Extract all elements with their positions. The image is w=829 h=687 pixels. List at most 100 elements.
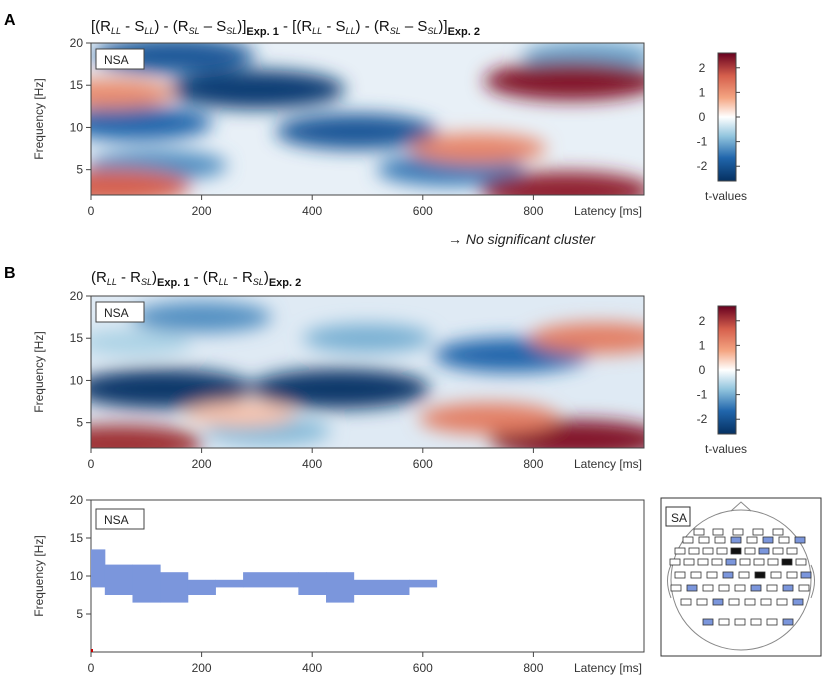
electrode: [697, 558, 709, 566]
panel-b-title: (RLL - RSL)Exp. 1 - (RLL - RSL)Exp. 2: [91, 269, 301, 289]
electrode: [781, 558, 793, 566]
colorbar-tick-label: 0: [699, 363, 706, 377]
electrode: [688, 547, 700, 555]
colorbar-a: [717, 52, 737, 182]
electrode: [718, 618, 730, 626]
electrode: [734, 584, 746, 592]
electrode: [798, 584, 810, 592]
colorbar-tick-label: 2: [699, 314, 706, 328]
electrode: [734, 618, 746, 626]
cluster-segment-2: [132, 564, 161, 603]
electrode: [722, 571, 734, 579]
colorbar-tick-label: -1: [697, 135, 708, 149]
electrode: [750, 584, 762, 592]
electrode: [772, 547, 784, 555]
electrode: [800, 571, 812, 579]
box-label-a: NSA: [95, 48, 145, 70]
heat-blob-7: [483, 61, 644, 101]
y-tick-label: 20: [70, 36, 84, 50]
heat-blob-10: [91, 169, 191, 195]
x-tick-label: 200: [192, 457, 212, 471]
heat-blob-1: [249, 368, 430, 409]
heat-blob-9: [409, 133, 547, 164]
x-tick-label: 600: [413, 204, 433, 218]
heat-blob-4: [302, 323, 433, 353]
x-tick-label: 0: [88, 457, 95, 471]
colorbar-a-label: t-values: [705, 189, 747, 203]
electrode: [712, 528, 724, 536]
electrode: [782, 618, 794, 626]
electrode: [772, 528, 784, 536]
colorbar-b-label: t-values: [705, 442, 747, 456]
heat-blob-10: [184, 401, 297, 427]
cluster-segment-8: [326, 572, 355, 603]
sensor-map-label: SA: [671, 511, 687, 525]
svg-text:NSA: NSA: [104, 513, 129, 527]
electrode: [739, 558, 751, 566]
electrode: [696, 598, 708, 606]
heatmap-b: [91, 296, 644, 448]
x-axis-label: Latency [ms]: [574, 661, 642, 675]
electrode: [693, 528, 705, 536]
electrode: [753, 558, 765, 566]
cluster-segment-7: [298, 572, 327, 595]
electrode: [702, 618, 714, 626]
y-tick-label: 20: [70, 493, 84, 507]
heatmap-a-frame: [90, 42, 645, 196]
electrode: [730, 536, 742, 544]
electrode: [766, 584, 778, 592]
electrode: [758, 547, 770, 555]
cluster-segment-0: [91, 549, 106, 588]
electrode: [728, 598, 740, 606]
y-tick-label: 15: [70, 531, 84, 545]
electrode: [770, 571, 782, 579]
electrode: [738, 571, 750, 579]
x-tick-label: 200: [192, 661, 212, 675]
electrode: [716, 547, 728, 555]
x-tick-label: 800: [523, 661, 543, 675]
left-ear: [667, 564, 672, 599]
y-tick-label: 10: [70, 569, 84, 583]
heat-blob-0: [168, 69, 346, 110]
electrode: [744, 547, 756, 555]
electrode: [744, 598, 756, 606]
heat-blob-8: [480, 171, 644, 195]
electrode: [750, 618, 762, 626]
electrode: [786, 571, 798, 579]
electrode: [702, 547, 714, 555]
electrode: [776, 598, 788, 606]
y-tick-label: 10: [70, 373, 84, 387]
cluster-segment-3: [160, 572, 189, 603]
electrode: [686, 584, 698, 592]
colorbar-b: [717, 305, 737, 435]
y-tick-label: 15: [70, 331, 84, 345]
electrode: [683, 558, 695, 566]
cluster-segment-6: [243, 572, 299, 588]
colorbar-tick-label: 0: [699, 110, 706, 124]
x-tick-label: 800: [523, 457, 543, 471]
electrode: [712, 598, 724, 606]
electrode: [767, 558, 779, 566]
electrode: [794, 536, 806, 544]
electrode: [670, 584, 682, 592]
x-tick-label: 0: [88, 661, 95, 675]
electrode: [680, 598, 692, 606]
electrode: [706, 571, 718, 579]
svg-text:NSA: NSA: [104, 306, 129, 320]
y-tick-label: 20: [70, 289, 84, 303]
head-outline: [670, 509, 812, 651]
electrode: [766, 618, 778, 626]
heat-blob-11: [91, 78, 175, 109]
cluster-segment-10: [408, 579, 438, 588]
cluster-segment-4: [187, 579, 216, 595]
heat-blob-2: [275, 113, 438, 150]
x-tick-label: 200: [192, 204, 212, 218]
heat-blob-0: [91, 368, 253, 409]
electrode: [711, 558, 723, 566]
cluster-segment-5: [215, 579, 244, 588]
electrode: [718, 584, 730, 592]
heat-blob-11: [91, 329, 193, 356]
electrode: [682, 536, 694, 544]
svg-text:NSA: NSA: [104, 53, 129, 67]
